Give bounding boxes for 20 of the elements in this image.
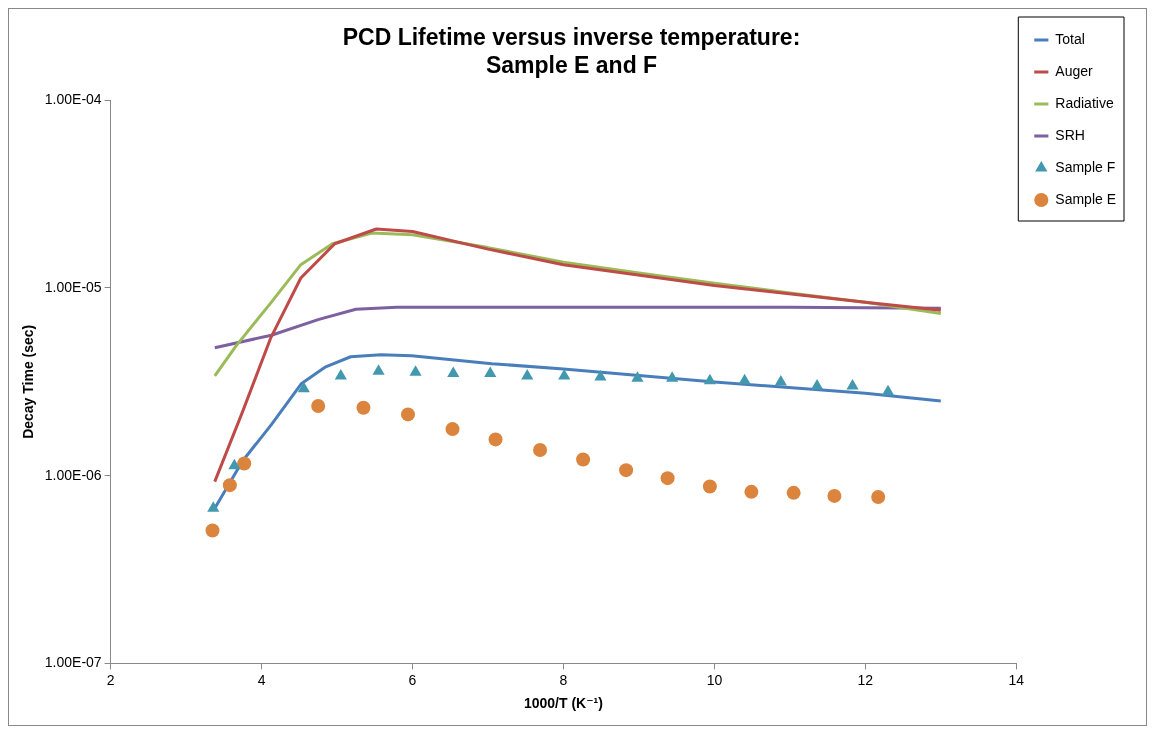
- legend-label: Radiative: [1055, 94, 1114, 111]
- y-tick-label: 1.00E-05: [44, 278, 102, 295]
- y-tick-label: 1.00E-06: [44, 466, 102, 483]
- x-tick-label: 12: [857, 671, 874, 688]
- x-tick-label: 6: [408, 671, 417, 688]
- legend-label: Sample F: [1055, 158, 1116, 175]
- y-tick-label: 1.00E-07: [44, 654, 102, 671]
- x-tick-label: 2: [106, 671, 115, 688]
- x-tick-label: 4: [257, 671, 266, 688]
- chart-title: PCD Lifetime versus inverse temperature: Sample E and F: [342, 24, 801, 78]
- legend-label: Auger: [1055, 62, 1093, 79]
- x-axis-title: 1000/T (K⁻¹): [523, 695, 603, 712]
- y-axis-title: Decay Time (sec): [20, 324, 37, 439]
- legend-label: Total: [1055, 30, 1085, 47]
- y-tick-label: 1.00E-04: [44, 91, 102, 108]
- legend-label: SRH: [1055, 126, 1085, 143]
- x-tick-label: 8: [559, 671, 568, 688]
- legend-label: Sample E: [1055, 190, 1117, 207]
- x-tick-label: 14: [1008, 671, 1025, 688]
- x-tick-label: 10: [706, 671, 723, 688]
